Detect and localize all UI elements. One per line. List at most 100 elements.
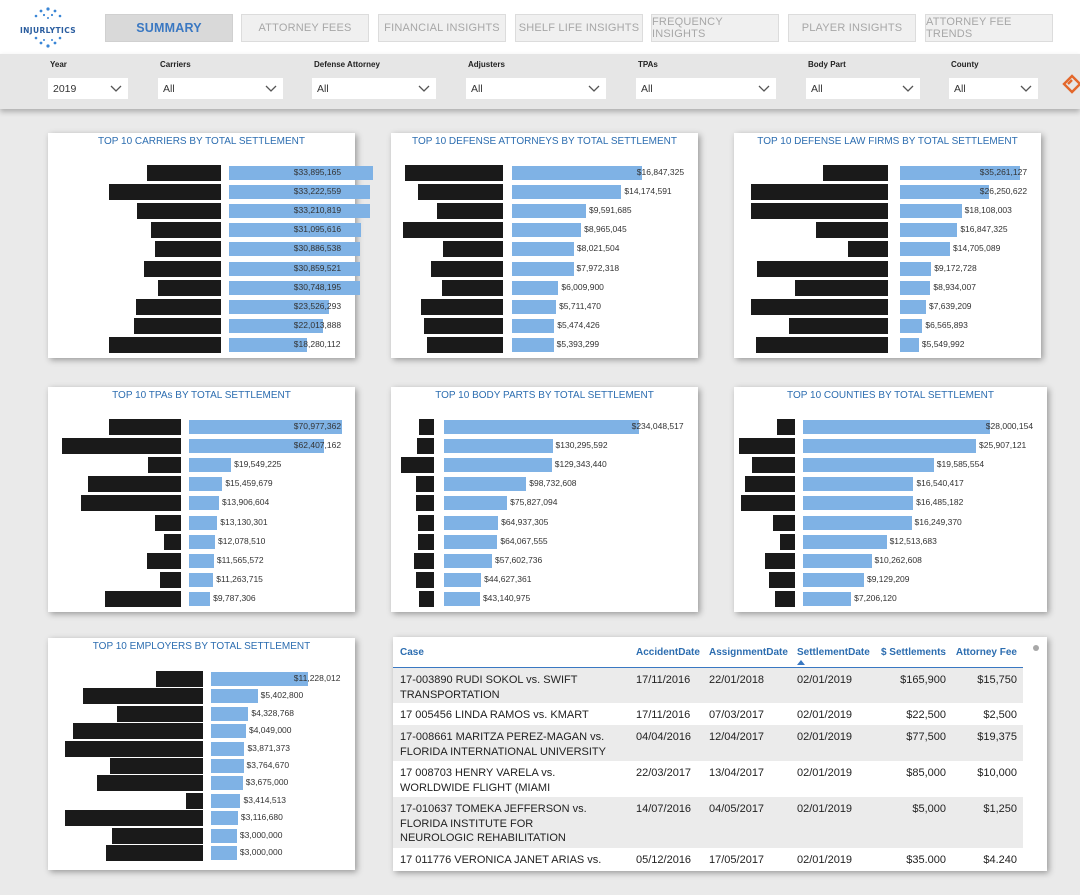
bar-row[interactable]: $57,602,736	[391, 552, 698, 571]
bar-row[interactable]: $16,540,417	[734, 476, 1047, 494]
bar[interactable]	[229, 299, 329, 314]
bar[interactable]	[211, 776, 243, 791]
tab-attorney-fee-trends[interactable]: ATTORNEY FEE TRENDS	[925, 14, 1053, 42]
bar[interactable]	[803, 439, 977, 454]
bar-row[interactable]: $9,787,306	[48, 590, 355, 609]
bar-row[interactable]: $7,639,209	[734, 298, 1041, 317]
bar-row[interactable]: $11,565,572	[48, 552, 355, 571]
bar[interactable]	[512, 166, 642, 180]
bar[interactable]	[444, 420, 639, 434]
column-header-accidentdate[interactable]: AccidentDate	[636, 647, 700, 658]
bar-row[interactable]: $12,513,683	[734, 533, 1047, 552]
bar[interactable]	[512, 280, 559, 295]
bar[interactable]	[211, 759, 244, 773]
bar-row[interactable]: $16,847,325	[391, 165, 698, 183]
bar-row[interactable]: $129,343,440	[391, 457, 698, 475]
bar-row[interactable]: $35,261,127	[734, 165, 1041, 183]
bar-row[interactable]: $19,549,225	[48, 457, 355, 475]
bar-row[interactable]: $22,013,888	[48, 317, 355, 336]
bar-row[interactable]: $8,965,045	[391, 222, 698, 240]
bar-row[interactable]: $3,414,513	[48, 792, 355, 811]
bar[interactable]	[512, 204, 586, 219]
bar-row[interactable]: $3,000,000	[48, 827, 355, 846]
bar[interactable]	[211, 741, 245, 756]
bar[interactable]	[803, 572, 864, 587]
bar-row[interactable]: $130,295,592	[391, 438, 698, 456]
bar[interactable]	[189, 458, 232, 473]
bar[interactable]	[211, 706, 249, 721]
bar-row[interactable]: $8,934,007	[734, 279, 1041, 298]
bar[interactable]	[803, 553, 872, 568]
bar-row[interactable]: $7,972,318	[391, 260, 698, 279]
bar[interactable]	[900, 261, 932, 276]
bar-row[interactable]: $75,827,094	[391, 495, 698, 513]
bar-row[interactable]: $44,627,361	[391, 571, 698, 590]
bar-row[interactable]: $5,393,299	[391, 336, 698, 355]
bar-row[interactable]: $26,250,622	[734, 184, 1041, 202]
bar-row[interactable]: $9,129,209	[734, 571, 1047, 590]
table-row[interactable]: 17 011776 VERONICA JANET ARIAS vs. 05/12/…	[393, 848, 1023, 871]
year-dropdown[interactable]: 2019	[48, 78, 128, 99]
bar[interactable]	[211, 689, 258, 704]
table-row[interactable]: 17-010637 TOMEKA JEFFERSON vs. FLORIDA I…	[393, 797, 1023, 848]
bar[interactable]	[803, 496, 914, 511]
bar-row[interactable]: $7,206,120	[734, 590, 1047, 609]
bar[interactable]	[211, 828, 237, 843]
bar[interactable]	[229, 280, 360, 295]
bar-row[interactable]: $30,748,195	[48, 279, 360, 298]
bar-row[interactable]: $30,886,538	[48, 241, 361, 259]
column-header-settlements[interactable]: $ Settlements	[880, 647, 946, 658]
adjusters-dropdown[interactable]: All	[466, 78, 606, 99]
bar-row[interactable]: $3,116,680	[48, 810, 355, 828]
bar[interactable]	[900, 299, 926, 314]
carriers-dropdown[interactable]: All	[158, 78, 283, 99]
column-header-assignmentdate[interactable]: AssignmentDate	[709, 647, 788, 658]
bar[interactable]	[189, 515, 218, 530]
bar-row[interactable]: $13,906,604	[48, 495, 355, 513]
bar-row[interactable]: $3,764,670	[48, 758, 355, 776]
bar[interactable]	[803, 420, 990, 434]
defense-attorney-dropdown[interactable]: All	[312, 78, 436, 99]
bar-row[interactable]: $3,871,373	[48, 740, 355, 759]
tab-shelf-life-insights[interactable]: SHELF LIFE INSIGHTS	[515, 14, 643, 42]
bar-row[interactable]: $19,585,554	[734, 457, 1047, 475]
bar[interactable]	[229, 185, 371, 200]
bar-row[interactable]: $3,675,000	[48, 775, 355, 793]
bar-row[interactable]: $25,907,121	[734, 438, 1047, 456]
bar-row[interactable]: $31,095,616	[48, 222, 362, 240]
bar[interactable]	[444, 515, 499, 530]
bar[interactable]	[211, 724, 246, 739]
bar[interactable]	[803, 477, 914, 492]
bar-row[interactable]: $12,078,510	[48, 533, 355, 552]
bar-row[interactable]: $5,402,800	[48, 688, 355, 706]
bar[interactable]	[229, 261, 361, 276]
bar[interactable]	[211, 811, 238, 826]
bar[interactable]	[211, 846, 237, 860]
bar-row[interactable]: $5,549,992	[734, 336, 1041, 355]
bar[interactable]	[512, 261, 574, 276]
bar-row[interactable]: $11,228,012	[48, 671, 355, 689]
tpas-dropdown[interactable]: All	[636, 78, 776, 99]
bar-row[interactable]: $43,140,975	[391, 590, 698, 609]
bar-row[interactable]: $33,210,819	[48, 203, 371, 221]
tab-financial-insights[interactable]: FINANCIAL INSIGHTS	[378, 14, 506, 42]
tab-attorney-fees[interactable]: ATTORNEY FEES	[241, 14, 369, 42]
table-row[interactable]: 17-003890 RUDI SOKOL vs. SWIFT TRANSPORT…	[393, 668, 1023, 703]
bar[interactable]	[189, 496, 219, 511]
tab-summary[interactable]: SUMMARY	[105, 14, 233, 42]
bar[interactable]	[229, 337, 307, 352]
bar-row[interactable]: $5,711,470	[391, 298, 698, 317]
county-dropdown[interactable]: All	[949, 78, 1038, 99]
bar-row[interactable]: $6,009,900	[391, 279, 698, 298]
bar-row[interactable]: $33,222,559	[48, 184, 371, 202]
tab-player-insights[interactable]: PLAYER INSIGHTS	[788, 14, 916, 42]
bar[interactable]	[512, 185, 622, 200]
bar[interactable]	[189, 553, 214, 568]
bar-row[interactable]: $15,459,679	[48, 476, 355, 494]
bar[interactable]	[512, 223, 582, 238]
bar[interactable]	[189, 439, 324, 454]
bar[interactable]	[900, 280, 931, 295]
bar[interactable]	[444, 591, 480, 606]
bar-row[interactable]: $13,130,301	[48, 514, 355, 533]
scrollbar-thumb[interactable]	[1033, 645, 1039, 651]
